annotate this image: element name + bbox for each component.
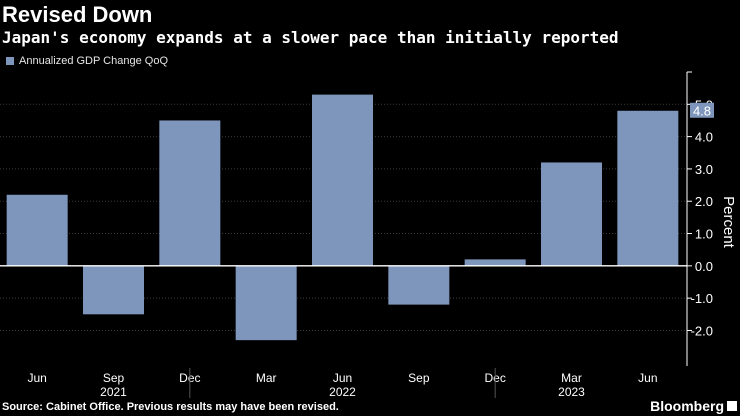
chart-subtitle: Japan's economy expands at a slower pace…: [2, 28, 619, 47]
y-axis-title: Percent: [720, 196, 737, 249]
last-value-badge: [690, 102, 714, 118]
legend-label: Annualized GDP Change QoQ: [19, 55, 168, 67]
legend: Annualized GDP Change QoQ: [6, 55, 168, 67]
x-year-label: 2021: [100, 385, 127, 399]
bar: [312, 94, 373, 266]
y-tick-label: 0.0: [695, 259, 713, 274]
legend-swatch: [6, 57, 14, 65]
x-tick-label: Jun: [27, 371, 46, 385]
source-note: Source: Cabinet Office. Previous results…: [2, 401, 339, 413]
bar: [464, 259, 526, 266]
chart-title: Revised Down: [2, 2, 153, 27]
bar: [388, 265, 450, 305]
x-tick-label: Mar: [256, 371, 277, 385]
x-year-label: 2022: [329, 385, 356, 399]
brand-logo: Bloomberg: [650, 398, 724, 414]
bar: [235, 265, 297, 341]
y-tick-label: -2.0: [691, 323, 713, 338]
y-tick-label: 1.0: [695, 227, 713, 242]
bar: [159, 120, 221, 266]
x-tick-label: Jun: [333, 371, 352, 385]
x-tick-label: Sep: [408, 371, 430, 385]
x-tick-label: Sep: [103, 371, 125, 385]
x-tick-label: Mar: [561, 371, 582, 385]
last-value-label: 4.8: [693, 103, 711, 118]
y-tick-label: 4.0: [695, 130, 713, 145]
bar: [541, 162, 602, 266]
x-year-label: 2023: [558, 385, 585, 399]
y-tick-label: 2.0: [695, 194, 713, 209]
bar: [617, 110, 679, 266]
x-tick-label: Jun: [638, 371, 657, 385]
bar: [6, 194, 68, 266]
y-tick-label: -1.0: [691, 291, 713, 306]
bloomberg-icon: [727, 401, 737, 411]
bar: [83, 265, 144, 315]
y-tick-label: 3.0: [695, 162, 713, 177]
